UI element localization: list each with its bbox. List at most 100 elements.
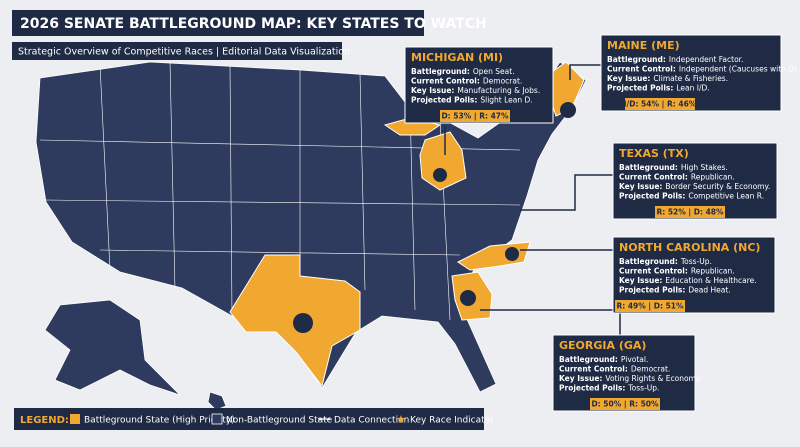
- detail-line: Key Issue: Voting Rights & Economy.: [559, 374, 702, 383]
- detail-label: Current Control:: [607, 65, 676, 74]
- detail-line: Key Issue: Border Security & Economy.: [619, 182, 770, 191]
- legend-item: Data Connection: [334, 416, 409, 426]
- connector-ga: [480, 309, 621, 335]
- poll-result: D: 53% | R: 47%: [441, 112, 509, 122]
- legend-title: LEGEND:: [20, 415, 69, 426]
- connector-me: [569, 64, 601, 80]
- detail-label: Battleground:: [619, 257, 678, 266]
- detail-label: Key Issue:: [607, 74, 650, 83]
- detail-label: Projected Polls:: [607, 84, 673, 93]
- poll-box: [440, 110, 510, 122]
- race-icons: [293, 102, 576, 333]
- detail-text: Democrat.: [631, 365, 670, 374]
- detail-text: Democrat.: [483, 77, 522, 86]
- detail-line: Current Control: Independent (Caucuses wi…: [607, 65, 799, 74]
- detail-label: Battleground:: [559, 355, 618, 364]
- legend-item: Key Race Indicator: [410, 416, 494, 426]
- state-name: MICHIGAN (MI): [411, 51, 503, 64]
- detail-line: Projected Polls: Lean I/D.: [607, 84, 710, 93]
- poll-box: [625, 98, 695, 110]
- legend-item: Battleground State (High Priority): [84, 416, 235, 426]
- detail-label: Current Control:: [619, 173, 688, 182]
- detail-label: Current Control:: [559, 365, 628, 374]
- hawaii: [207, 391, 227, 411]
- poll-result: D: 50% | R: 50%: [591, 400, 659, 410]
- detail-label: Projected Polls:: [411, 96, 477, 105]
- detail-text: Toss-Up.: [680, 257, 712, 266]
- detail-label: Key Issue:: [619, 276, 662, 285]
- detail-text: Republican.: [691, 173, 735, 182]
- legend-item: Non-Battleground State: [226, 416, 333, 426]
- detail-line: Current Control: Republican.: [619, 267, 735, 276]
- detail-text: Education & Healthcare.: [665, 276, 756, 285]
- poll-box: [615, 300, 685, 312]
- detail-text: Lean I/D.: [676, 84, 709, 93]
- detail-text: Independent (Caucuses with D).: [679, 65, 800, 74]
- state-name: TEXAS (TX): [619, 147, 689, 160]
- detail-label: Key Issue:: [619, 182, 662, 191]
- poll-result: R: 52% | D: 48%: [656, 208, 724, 218]
- poll-box: [590, 398, 660, 410]
- poll-result: R: 49% | D: 51%: [616, 302, 684, 312]
- detail-text: High Stakes.: [681, 163, 728, 172]
- subtitle-box: [12, 42, 342, 60]
- detail-text: Pivotal.: [621, 355, 648, 364]
- detail-line: Key Issue: Education & Healthcare.: [619, 276, 757, 285]
- detail-text: Open Seat.: [473, 67, 515, 76]
- detail-line: Projected Polls: Toss-Up.: [559, 384, 659, 393]
- legend-star: ★: [396, 413, 406, 426]
- detail-label: Projected Polls:: [619, 286, 685, 295]
- detail-line: Key Issue: Manufacturing & Jobs.: [411, 86, 540, 95]
- alaska: [44, 299, 181, 396]
- detail-label: Battleground:: [607, 55, 666, 64]
- title-box: [12, 10, 424, 36]
- detail-line: Key Issue: Climate & Fisheries.: [607, 74, 728, 83]
- subtitle: Strategic Overview of Competitive Races …: [18, 47, 350, 58]
- connector-tx: [520, 174, 613, 211]
- detail-label: Battleground:: [411, 67, 470, 76]
- legend-swatch-non: [211, 413, 223, 425]
- legend-box: [14, 408, 484, 430]
- detail-text: Climate & Fisheries.: [653, 74, 728, 83]
- state-name: NORTH CAROLINA (NC): [619, 241, 760, 254]
- poll-box: [655, 206, 725, 218]
- icon-mi: [433, 168, 447, 182]
- poll-result: I/D: 54% | R: 46%: [624, 100, 697, 110]
- detail-label: Key Issue:: [411, 86, 454, 95]
- detail-text: Border Security & Economy.: [665, 182, 770, 191]
- detail-line: Battleground: High Stakes.: [619, 163, 728, 172]
- title: 2026 SENATE BATTLEGROUND MAP: KEY STATES…: [20, 16, 487, 32]
- icon-nc: [505, 247, 519, 261]
- detail-label: Key Issue:: [559, 374, 602, 383]
- detail-line: Battleground: Toss-Up.: [619, 257, 712, 266]
- detail-line: Projected Polls: Slight Lean D.: [411, 96, 533, 105]
- detail-text: Voting Rights & Economy.: [605, 374, 701, 383]
- detail-line: Current Control: Democrat.: [411, 77, 522, 86]
- callouts: MICHIGAN (MI)Battleground: Open Seat.Curr…: [404, 34, 799, 412]
- michigan: [419, 131, 467, 191]
- icon-tx: [293, 313, 313, 333]
- detail-text: Competitive Lean R.: [688, 192, 764, 201]
- detail-line: Battleground: Independent Factor.: [607, 55, 743, 64]
- detail-line: Current Control: Republican.: [619, 173, 735, 182]
- detail-line: Battleground: Pivotal.: [559, 355, 648, 364]
- detail-line: Projected Polls: Competitive Lean R.: [619, 192, 764, 201]
- icon-me: [560, 102, 576, 118]
- legend-swatch-battleground: [70, 414, 80, 424]
- detail-text: Slight Lean D.: [480, 96, 532, 105]
- detail-label: Battleground:: [619, 163, 678, 172]
- detail-line: Current Control: Democrat.: [559, 365, 670, 374]
- detail-text: Republican.: [691, 267, 735, 276]
- state-borders: [39, 61, 521, 321]
- detail-label: Current Control:: [619, 267, 688, 276]
- state-name: MAINE (ME): [607, 39, 680, 52]
- detail-label: Projected Polls:: [619, 192, 685, 201]
- detail-text: Toss-Up.: [627, 384, 659, 393]
- detail-line: Battleground: Open Seat.: [411, 67, 515, 76]
- detail-text: Dead Heat.: [688, 286, 730, 295]
- detail-text: Manufacturing & Jobs.: [457, 86, 540, 95]
- detail-label: Current Control:: [411, 77, 480, 86]
- icon-ga: [460, 290, 476, 306]
